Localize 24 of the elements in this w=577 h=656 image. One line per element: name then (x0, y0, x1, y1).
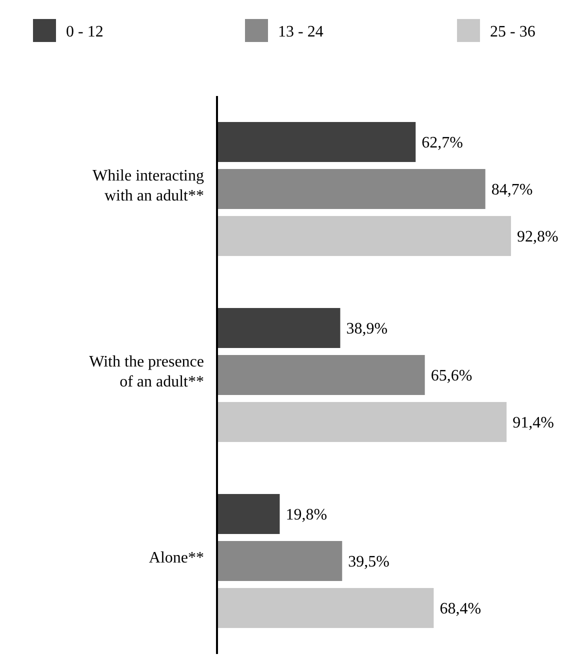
bar (217, 494, 280, 534)
bar (217, 355, 425, 395)
bar (217, 122, 416, 162)
data-label: 92,8% (517, 228, 558, 246)
y-tick-label: With the presence of an adult** (89, 354, 204, 391)
bar (217, 169, 486, 209)
data-label: 84,7% (491, 182, 533, 199)
legend-label: 25 - 36 (490, 24, 536, 41)
bar (217, 216, 511, 256)
data-label: 91,4% (512, 414, 554, 432)
data-label: 62,7% (422, 134, 463, 152)
legend-label: 13 - 24 (278, 24, 324, 41)
bar (217, 541, 342, 581)
data-label: 19,8% (286, 506, 328, 524)
y-tick-label: Alone** (148, 550, 204, 567)
data-label: 65,6% (430, 368, 472, 385)
data-label: 68,4% (440, 600, 482, 618)
y-tick-label: While interacting with an adult** (92, 168, 204, 205)
legend-label: 0 - 12 (66, 24, 104, 41)
data-label: 38,9% (346, 320, 388, 338)
data-label: 39,5% (348, 554, 390, 571)
bar (217, 588, 434, 628)
bar (217, 402, 507, 442)
bar (217, 308, 340, 348)
